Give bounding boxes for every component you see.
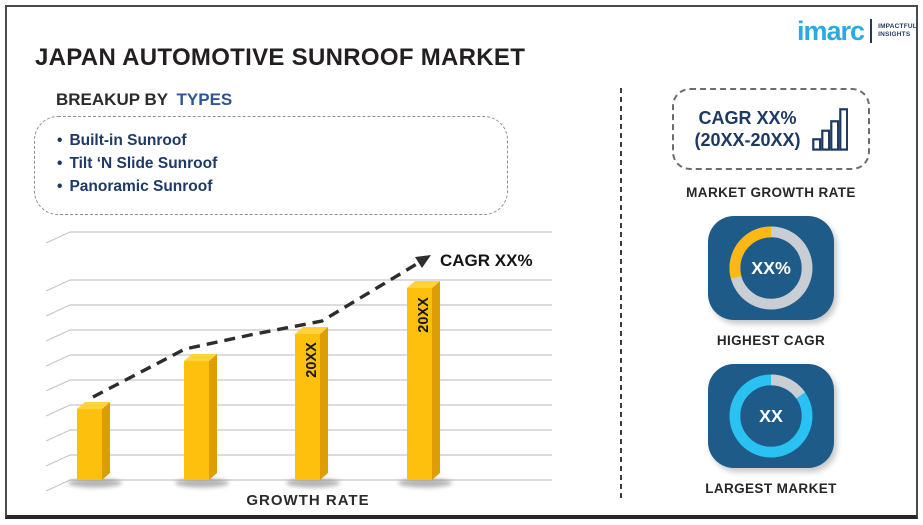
types-list-box: • Built-in Sunroof • Tilt ‘N Slide Sunro… [34, 116, 508, 215]
arrowhead-icon [415, 255, 431, 268]
imarc-logo: imarc IMPACTFUL INSIGHTS [797, 16, 917, 46]
trend-arrow [92, 255, 431, 399]
bar-front-face [407, 288, 432, 480]
chart-gridlines-horizontal [70, 231, 552, 481]
bar-shadow [68, 478, 122, 488]
breakup-heading-prefix: BREAKUP BY [56, 90, 168, 109]
bar-2 [175, 354, 229, 488]
market-growth-rate-label: MARKET GROWTH RATE [686, 185, 856, 200]
bar-front-face [184, 361, 209, 480]
bar-4: 20XX [398, 281, 452, 488]
breakup-heading: BREAKUP BY TYPES [56, 90, 232, 110]
bar-shadow [175, 478, 229, 488]
imarc-wordmark: imarc [797, 16, 865, 46]
bar-chart-icon [811, 108, 848, 151]
bar-3: 20XX [286, 327, 340, 488]
bar-side-face [320, 327, 328, 480]
bar-front-face [77, 409, 102, 480]
bar-top-face [184, 354, 217, 361]
logo-tagline: IMPACTFUL INSIGHTS [878, 23, 917, 39]
logo-tagline-line1: IMPACTFUL [878, 23, 917, 30]
bar-label: 20XX [416, 297, 432, 333]
chart-gridlines-perspective-ticks [45, 231, 71, 492]
type-label: Tilt ‘N Slide Sunroof [69, 155, 218, 172]
bar-side-face [102, 402, 110, 480]
highest-cagr-label: HIGHEST CAGR [716, 333, 826, 348]
bar-1 [68, 402, 122, 488]
largest-market-donut: XX [729, 374, 813, 458]
type-label: Built-in Sunroof [69, 132, 187, 149]
right-panel: CAGR XX% (20XX-20XX) MARKET GROWTH RATE … [630, 88, 912, 496]
breakup-heading-highlight: TYPES [176, 90, 233, 109]
cagr-trend-label: CAGR XX% [440, 251, 533, 270]
bar-top-face [295, 327, 328, 334]
cagr-box-text: CAGR XX% (20XX-20XX) [694, 107, 800, 151]
section-divider [620, 88, 622, 502]
bar-label: 20XX [304, 342, 320, 378]
cagr-box: CAGR XX% (20XX-20XX) [672, 88, 870, 170]
highest-cagr-value: XX% [751, 258, 791, 278]
bar-shadow [286, 478, 340, 488]
bar-shadow [398, 478, 452, 488]
bar-side-face [432, 281, 440, 480]
cagr-period: (20XX-20XX) [694, 130, 801, 150]
bullet-icon: • [57, 178, 63, 195]
bar-top-face [407, 281, 440, 288]
bar-top-face [77, 402, 110, 409]
logo-divider [870, 19, 873, 43]
highest-cagr-tile: XX% [708, 216, 834, 320]
largest-market-label: LARGEST MARKET [705, 481, 837, 496]
highest-cagr-donut: XX% [729, 226, 813, 310]
donut-ring-segment [729, 374, 813, 458]
list-item: • Panoramic Sunroof [57, 175, 507, 198]
trend-line [92, 260, 421, 399]
largest-market-tile: XX [708, 364, 834, 468]
bullet-icon: • [57, 155, 63, 172]
cagr-value: CAGR XX% [698, 108, 797, 128]
bar-front-face [295, 334, 320, 480]
largest-market-value: XX [759, 406, 783, 426]
page-title: JAPAN AUTOMOTIVE SUNROOF MARKET [35, 44, 526, 71]
chart-x-axis-label: GROWTH RATE [246, 492, 369, 509]
list-item: • Tilt ‘N Slide Sunroof [57, 152, 507, 175]
donut-ring-segment [729, 226, 813, 310]
bar-side-face [209, 354, 217, 480]
logo-tagline-line2: INSIGHTS [878, 31, 911, 38]
type-label: Panoramic Sunroof [69, 178, 213, 195]
bullet-icon: • [57, 132, 63, 149]
list-item: • Built-in Sunroof [57, 129, 507, 152]
